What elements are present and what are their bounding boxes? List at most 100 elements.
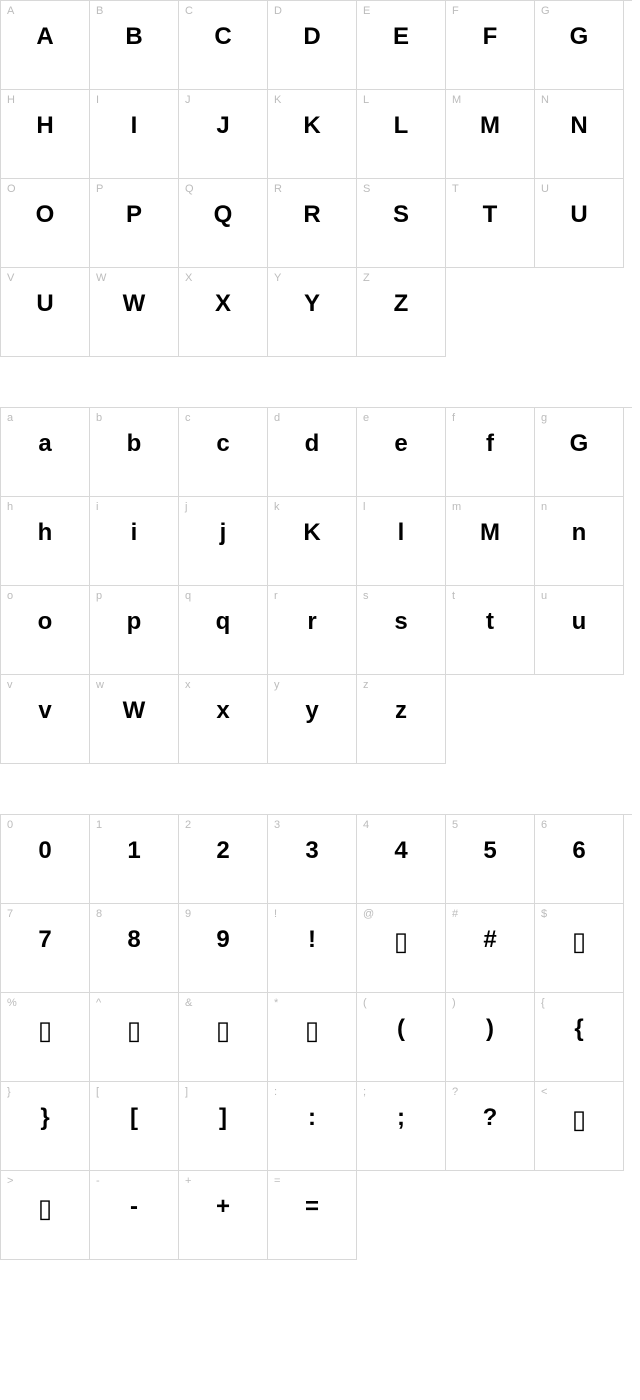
char-glyph: s: [357, 608, 445, 636]
char-cell: --: [90, 1171, 179, 1260]
char-glyph: C: [179, 23, 267, 51]
char-glyph: c: [179, 430, 267, 458]
char-cell: $▯: [535, 904, 624, 993]
char-cell: ll: [357, 497, 446, 586]
char-glyph: ▯: [179, 1015, 267, 1046]
char-cell: HH: [1, 90, 90, 179]
char-cell: !!: [268, 904, 357, 993]
char-glyph: b: [90, 430, 178, 458]
char-key-label: e: [363, 412, 369, 424]
char-key-label: =: [274, 1175, 280, 1187]
char-glyph: S: [357, 201, 445, 229]
char-key-label: Z: [363, 272, 370, 284]
char-cell: dd: [268, 408, 357, 497]
character-map: AABBCCDDEEFFGGHHIIJJKKLLMMNNOOPPQQRRSSTT…: [0, 0, 640, 1260]
char-cell: wW: [90, 675, 179, 764]
char-glyph: 0: [1, 837, 89, 865]
char-cell: pp: [90, 586, 179, 675]
char-cell: ii: [90, 497, 179, 586]
char-glyph: e: [357, 430, 445, 458]
char-glyph: x: [179, 697, 267, 725]
char-glyph: T: [446, 201, 534, 229]
char-key-label: @: [363, 908, 374, 920]
char-glyph: 1: [90, 837, 178, 865]
char-glyph: o: [1, 608, 89, 636]
char-glyph: h: [1, 519, 89, 547]
char-key-label: -: [96, 1175, 100, 1187]
charmap-grid: AABBCCDDEEFFGGHHIIJJKKLLMMNNOOPPQQRRSSTT…: [0, 0, 632, 357]
char-glyph: 3: [268, 837, 356, 865]
char-glyph: ▯: [1, 1193, 89, 1224]
char-cell: ::: [268, 1082, 357, 1171]
char-glyph: d: [268, 430, 356, 458]
char-cell: rr: [268, 586, 357, 675]
char-cell: UU: [535, 179, 624, 268]
char-key-label: N: [541, 94, 549, 106]
char-key-label: z: [363, 679, 369, 691]
char-key-label: X: [185, 272, 192, 284]
char-cell: JJ: [179, 90, 268, 179]
char-glyph: ▯: [535, 926, 623, 957]
char-key-label: M: [452, 94, 461, 106]
char-glyph: W: [90, 290, 178, 318]
char-key-label: i: [96, 501, 98, 513]
char-key-label: O: [7, 183, 16, 195]
char-cell: ((: [357, 993, 446, 1082]
char-key-label: 9: [185, 908, 191, 920]
char-glyph: ▯: [1, 1015, 89, 1046]
char-key-label: {: [541, 997, 545, 1009]
char-key-label: u: [541, 590, 547, 602]
char-glyph: O: [1, 201, 89, 229]
char-glyph: 4: [357, 837, 445, 865]
char-key-label: ?: [452, 1086, 458, 1098]
char-cell: ff: [446, 408, 535, 497]
char-key-label: n: [541, 501, 547, 513]
char-cell: &▯: [179, 993, 268, 1082]
char-key-label: 2: [185, 819, 191, 831]
char-key-label: J: [185, 94, 191, 106]
char-glyph: ▯: [268, 1015, 356, 1046]
char-key-label: 3: [274, 819, 280, 831]
charmap-section: aabbccddeeffgGhhiijjkKllmMnnooppqqrrsstt…: [0, 407, 640, 764]
char-cell: 66: [535, 815, 624, 904]
char-glyph: q: [179, 608, 267, 636]
char-cell: aa: [1, 408, 90, 497]
char-key-label: [: [96, 1086, 99, 1098]
char-cell: xx: [179, 675, 268, 764]
char-key-label: U: [541, 183, 549, 195]
char-glyph: -: [90, 1193, 178, 1221]
char-glyph: W: [90, 697, 178, 725]
char-key-label: y: [274, 679, 280, 691]
char-cell: ??: [446, 1082, 535, 1171]
char-cell: 11: [90, 815, 179, 904]
char-cell: {{: [535, 993, 624, 1082]
char-cell: cc: [179, 408, 268, 497]
char-glyph: y: [268, 697, 356, 725]
char-key-label: 1: [96, 819, 102, 831]
char-key-label: :: [274, 1086, 277, 1098]
char-key-label: &: [185, 997, 192, 1009]
char-key-label: g: [541, 412, 547, 424]
char-cell: AA: [1, 1, 90, 90]
char-glyph: Y: [268, 290, 356, 318]
char-key-label: !: [274, 908, 277, 920]
char-cell: hh: [1, 497, 90, 586]
char-key-label: j: [185, 501, 187, 513]
char-key-label: V: [7, 272, 14, 284]
char-key-label: m: [452, 501, 461, 513]
char-key-label: 4: [363, 819, 369, 831]
char-cell: PP: [90, 179, 179, 268]
char-glyph: r: [268, 608, 356, 636]
char-key-label: $: [541, 908, 547, 920]
char-cell: WW: [90, 268, 179, 357]
char-cell: OO: [1, 179, 90, 268]
char-cell: kK: [268, 497, 357, 586]
char-glyph: +: [179, 1193, 267, 1221]
char-cell: EE: [357, 1, 446, 90]
char-key-label: t: [452, 590, 455, 602]
char-key-label: l: [363, 501, 365, 513]
char-key-label: H: [7, 94, 15, 106]
char-cell: NN: [535, 90, 624, 179]
char-glyph: a: [1, 430, 89, 458]
char-glyph: K: [268, 519, 356, 547]
